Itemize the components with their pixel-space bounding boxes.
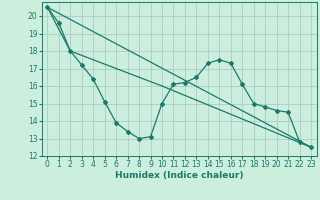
X-axis label: Humidex (Indice chaleur): Humidex (Indice chaleur) xyxy=(115,171,244,180)
